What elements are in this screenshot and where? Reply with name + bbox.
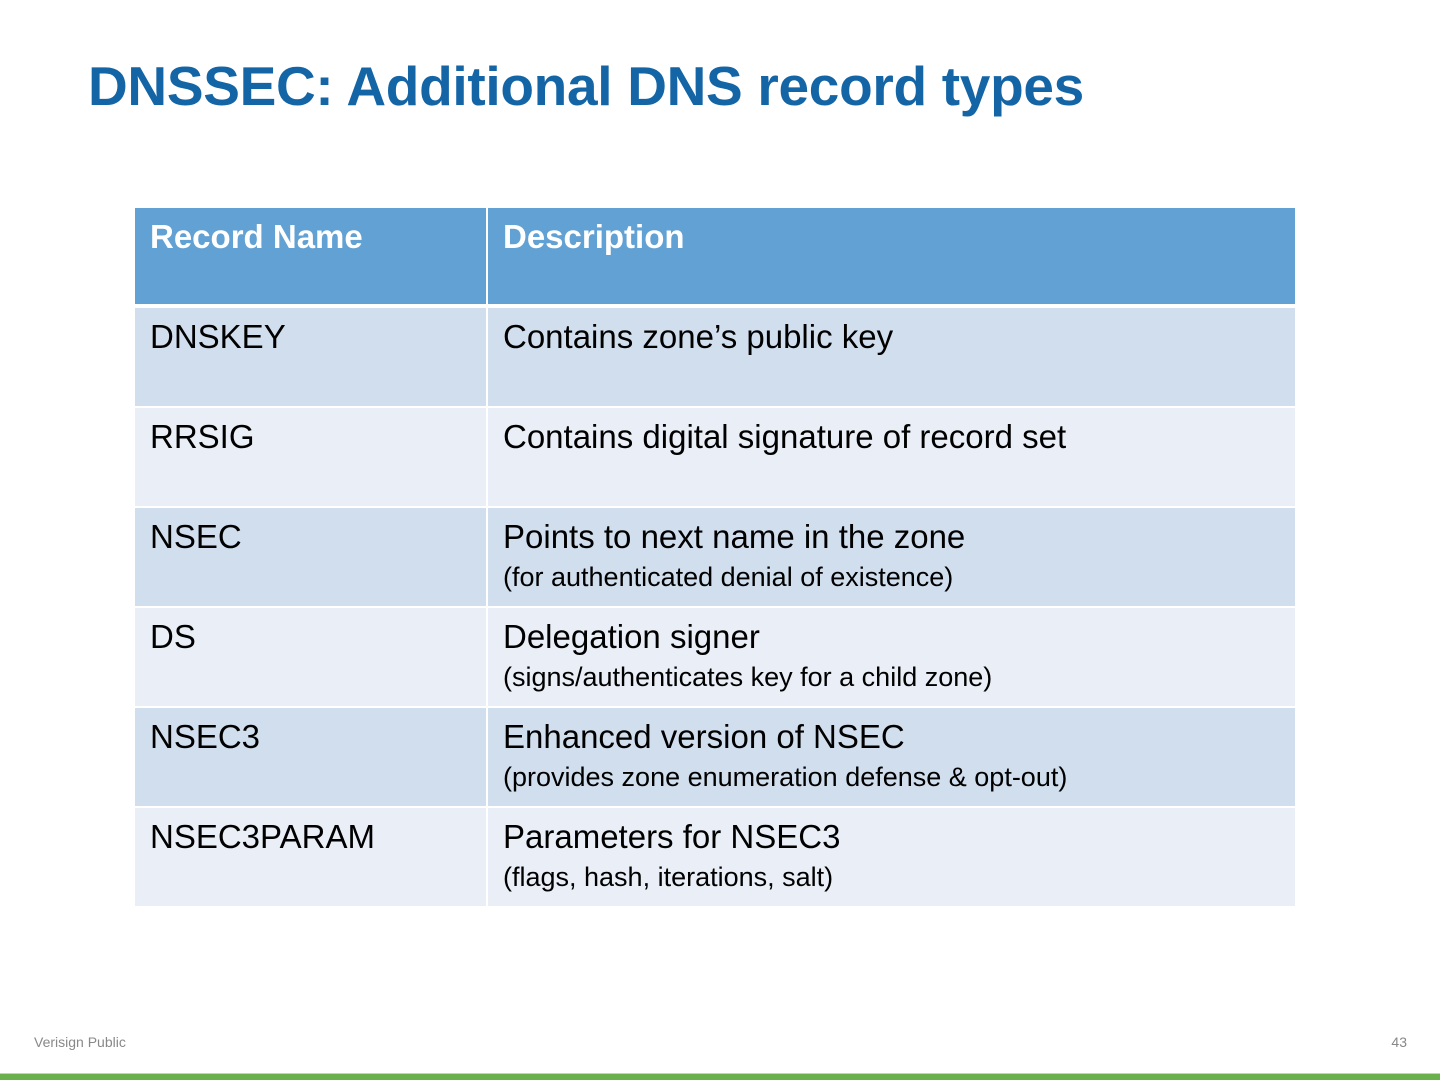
record-name-cell: NSEC3 bbox=[135, 708, 488, 808]
table-row: DNSKEY Contains zone’s public key bbox=[135, 308, 1297, 408]
description-note: (provides zone enumeration defense & opt… bbox=[503, 762, 1068, 792]
description-text: Parameters for NSEC3 bbox=[503, 818, 841, 855]
record-name-cell: NSEC3PARAM bbox=[135, 808, 488, 908]
record-name-cell: RRSIG bbox=[135, 408, 488, 508]
record-name-cell: DS bbox=[135, 608, 488, 708]
column-header-description: Description bbox=[488, 208, 1297, 308]
description-note: (signs/authenticates key for a child zon… bbox=[503, 662, 993, 692]
description-cell: Parameters for NSEC3 (flags, hash, iterat… bbox=[488, 808, 1297, 908]
description-cell: Contains digital signature of record set bbox=[488, 408, 1297, 508]
table-header-row: Record Name Description bbox=[135, 208, 1297, 308]
description-note: (flags, hash, iterations, salt) bbox=[503, 862, 834, 892]
description-text: Enhanced version of NSEC bbox=[503, 718, 905, 755]
table-row: NSEC3 Enhanced version of NSEC (provides z… bbox=[135, 708, 1297, 808]
description-cell: Points to next name in the zone (for auth… bbox=[488, 508, 1297, 608]
table-row: DS Delegation signer (signs/authenticates … bbox=[135, 608, 1297, 708]
description-cell: Contains zone’s public key bbox=[488, 308, 1297, 408]
column-header-record-name: Record Name bbox=[135, 208, 488, 308]
description-text: Contains digital signature of record set bbox=[503, 418, 1067, 455]
description-text: Delegation signer bbox=[503, 618, 760, 655]
description-note: (for authenticated denial of existence) bbox=[503, 562, 954, 592]
record-name-cell: NSEC bbox=[135, 508, 488, 608]
table-row: NSEC3PARAM Parameters for NSEC3 (flags, ha… bbox=[135, 808, 1297, 908]
description-cell: Enhanced version of NSEC (provides zone e… bbox=[488, 708, 1297, 808]
record-name-cell: DNSKEY bbox=[135, 308, 488, 408]
description-cell: Delegation signer (signs/authenticates ke… bbox=[488, 608, 1297, 708]
footer-accent-bar bbox=[0, 1073, 1440, 1080]
table-row: RRSIG Contains digital signature of recor… bbox=[135, 408, 1297, 508]
page-title: DNSSEC: Additional DNS record types bbox=[88, 55, 1084, 117]
description-text: Contains zone’s public key bbox=[503, 318, 894, 355]
description-text: Points to next name in the zone bbox=[503, 518, 966, 555]
page-number: 43 bbox=[1391, 1034, 1407, 1050]
table-row: NSEC Points to next name in the zone (for … bbox=[135, 508, 1297, 608]
record-types-table: Record Name Description DNSKEY Contains z… bbox=[135, 208, 1297, 908]
footer-label: Verisign Public bbox=[34, 1034, 126, 1050]
